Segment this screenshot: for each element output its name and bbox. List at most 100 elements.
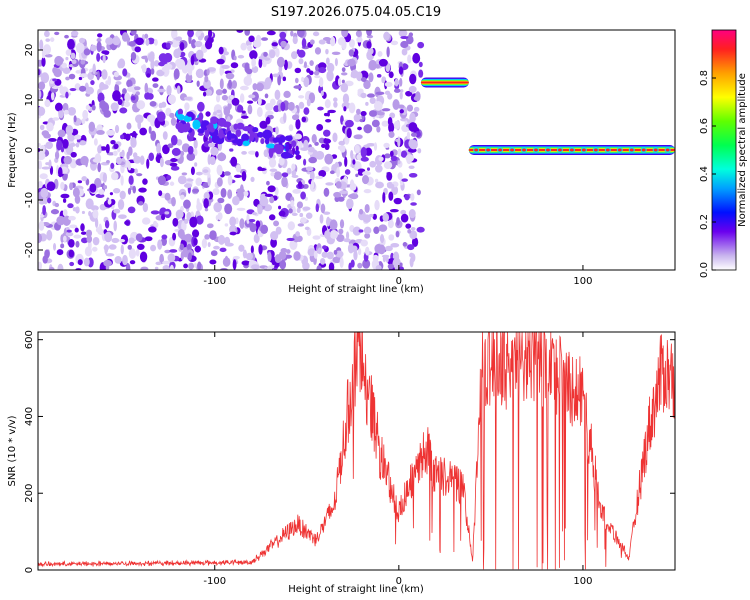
noise-speck (407, 54, 412, 64)
line-knot (486, 148, 491, 152)
noise-speck (135, 249, 140, 257)
noise-speck (375, 91, 385, 96)
noise-speck (401, 178, 408, 182)
noise-speck (237, 54, 245, 59)
noise-speck (65, 125, 74, 135)
noise-speck (309, 39, 315, 45)
noise-speck (179, 41, 185, 51)
noise-speck (44, 99, 51, 108)
noise-speck (287, 221, 296, 231)
noise-speck (340, 82, 349, 93)
noise-speck (235, 164, 242, 173)
noise-speck (248, 35, 255, 43)
noise-speck (305, 166, 314, 172)
noise-speck (179, 243, 185, 251)
noise-speck (39, 124, 45, 131)
noise-speck (301, 116, 307, 123)
noise-speck (372, 254, 379, 262)
noise-speck (246, 100, 254, 104)
noise-speck (413, 106, 420, 112)
signal-speck (294, 149, 300, 156)
noise-speck (324, 230, 331, 240)
line-knot (617, 148, 622, 152)
noise-speck (60, 243, 65, 249)
noise-speck (52, 78, 58, 82)
noise-speck (311, 134, 317, 144)
noise-speck (326, 70, 334, 82)
noise-speck (106, 159, 110, 164)
noise-speck (82, 109, 89, 120)
noise-speck (257, 97, 262, 106)
noise-speck (133, 86, 141, 91)
signal-speck (260, 138, 265, 145)
noise-speck (292, 189, 302, 194)
noise-speck (268, 157, 277, 168)
noise-speck (383, 31, 390, 41)
noise-speck (40, 72, 50, 84)
noise-speck (130, 30, 137, 35)
noise-speck (103, 185, 108, 190)
noise-speck (388, 71, 394, 79)
noise-speck (197, 261, 202, 270)
noise-speck (259, 196, 269, 207)
colorbar-tick-label: 0.6 (699, 118, 710, 134)
noise-speck (263, 204, 273, 212)
noise-speck (267, 251, 272, 262)
signal-speck (186, 111, 194, 117)
noise-speck (409, 252, 414, 258)
colorbar-tick-label: 0.4 (699, 166, 710, 182)
noise-speck (50, 37, 55, 42)
noise-speck (42, 44, 52, 55)
noise-speck (328, 262, 335, 270)
noise-speck (267, 185, 276, 193)
noise-speck (53, 243, 57, 251)
noise-speck (144, 57, 149, 63)
noise-speck (205, 111, 211, 117)
noise-speck (400, 35, 409, 40)
noise-speck (92, 209, 99, 219)
noise-speck (96, 52, 101, 62)
noise-speck (288, 208, 293, 214)
snr-xlabel: Height of straight line (km) (288, 584, 424, 595)
noise-speck (102, 54, 106, 64)
noise-speck (239, 218, 245, 229)
noise-speck (362, 214, 372, 223)
noise-speck (280, 40, 287, 48)
noise-speck (337, 77, 342, 87)
noise-speck (329, 229, 339, 239)
noise-speck (287, 101, 295, 111)
noise-speck (52, 117, 60, 121)
noise-speck (241, 110, 246, 114)
noise-speck (210, 146, 219, 156)
noise-speck (386, 183, 395, 189)
noise-speck (105, 37, 114, 45)
noise-speck (409, 230, 418, 240)
noise-speck (158, 61, 166, 67)
noise-speck (150, 130, 157, 142)
noise-speck (387, 219, 394, 229)
noise-speck (148, 226, 157, 233)
noise-speck (224, 236, 231, 246)
noise-speck (98, 188, 105, 195)
noise-speck (113, 143, 119, 150)
noise-speck (316, 124, 324, 131)
noise-speck (38, 233, 43, 244)
noise-speck (266, 30, 276, 36)
noise-speck (161, 234, 168, 240)
noise-speck (398, 30, 408, 38)
noise-speck (230, 62, 239, 69)
noise-speck (368, 59, 377, 71)
noise-speck (327, 109, 336, 114)
noise-speck (182, 246, 188, 258)
signal-speck (209, 127, 215, 133)
colorbar: 0.0 0.2 0.4 0.6 0.8 Normalized spectral ampl… (699, 29, 748, 278)
noise-speck (176, 85, 181, 94)
noise-speck (260, 224, 269, 234)
noise-speck (126, 151, 130, 160)
noise-speck (276, 56, 285, 68)
noise-speck (312, 31, 320, 37)
noise-speck (80, 155, 89, 166)
noise-speck (298, 95, 305, 99)
noise-speck (219, 247, 227, 253)
noise-speck (385, 255, 389, 263)
